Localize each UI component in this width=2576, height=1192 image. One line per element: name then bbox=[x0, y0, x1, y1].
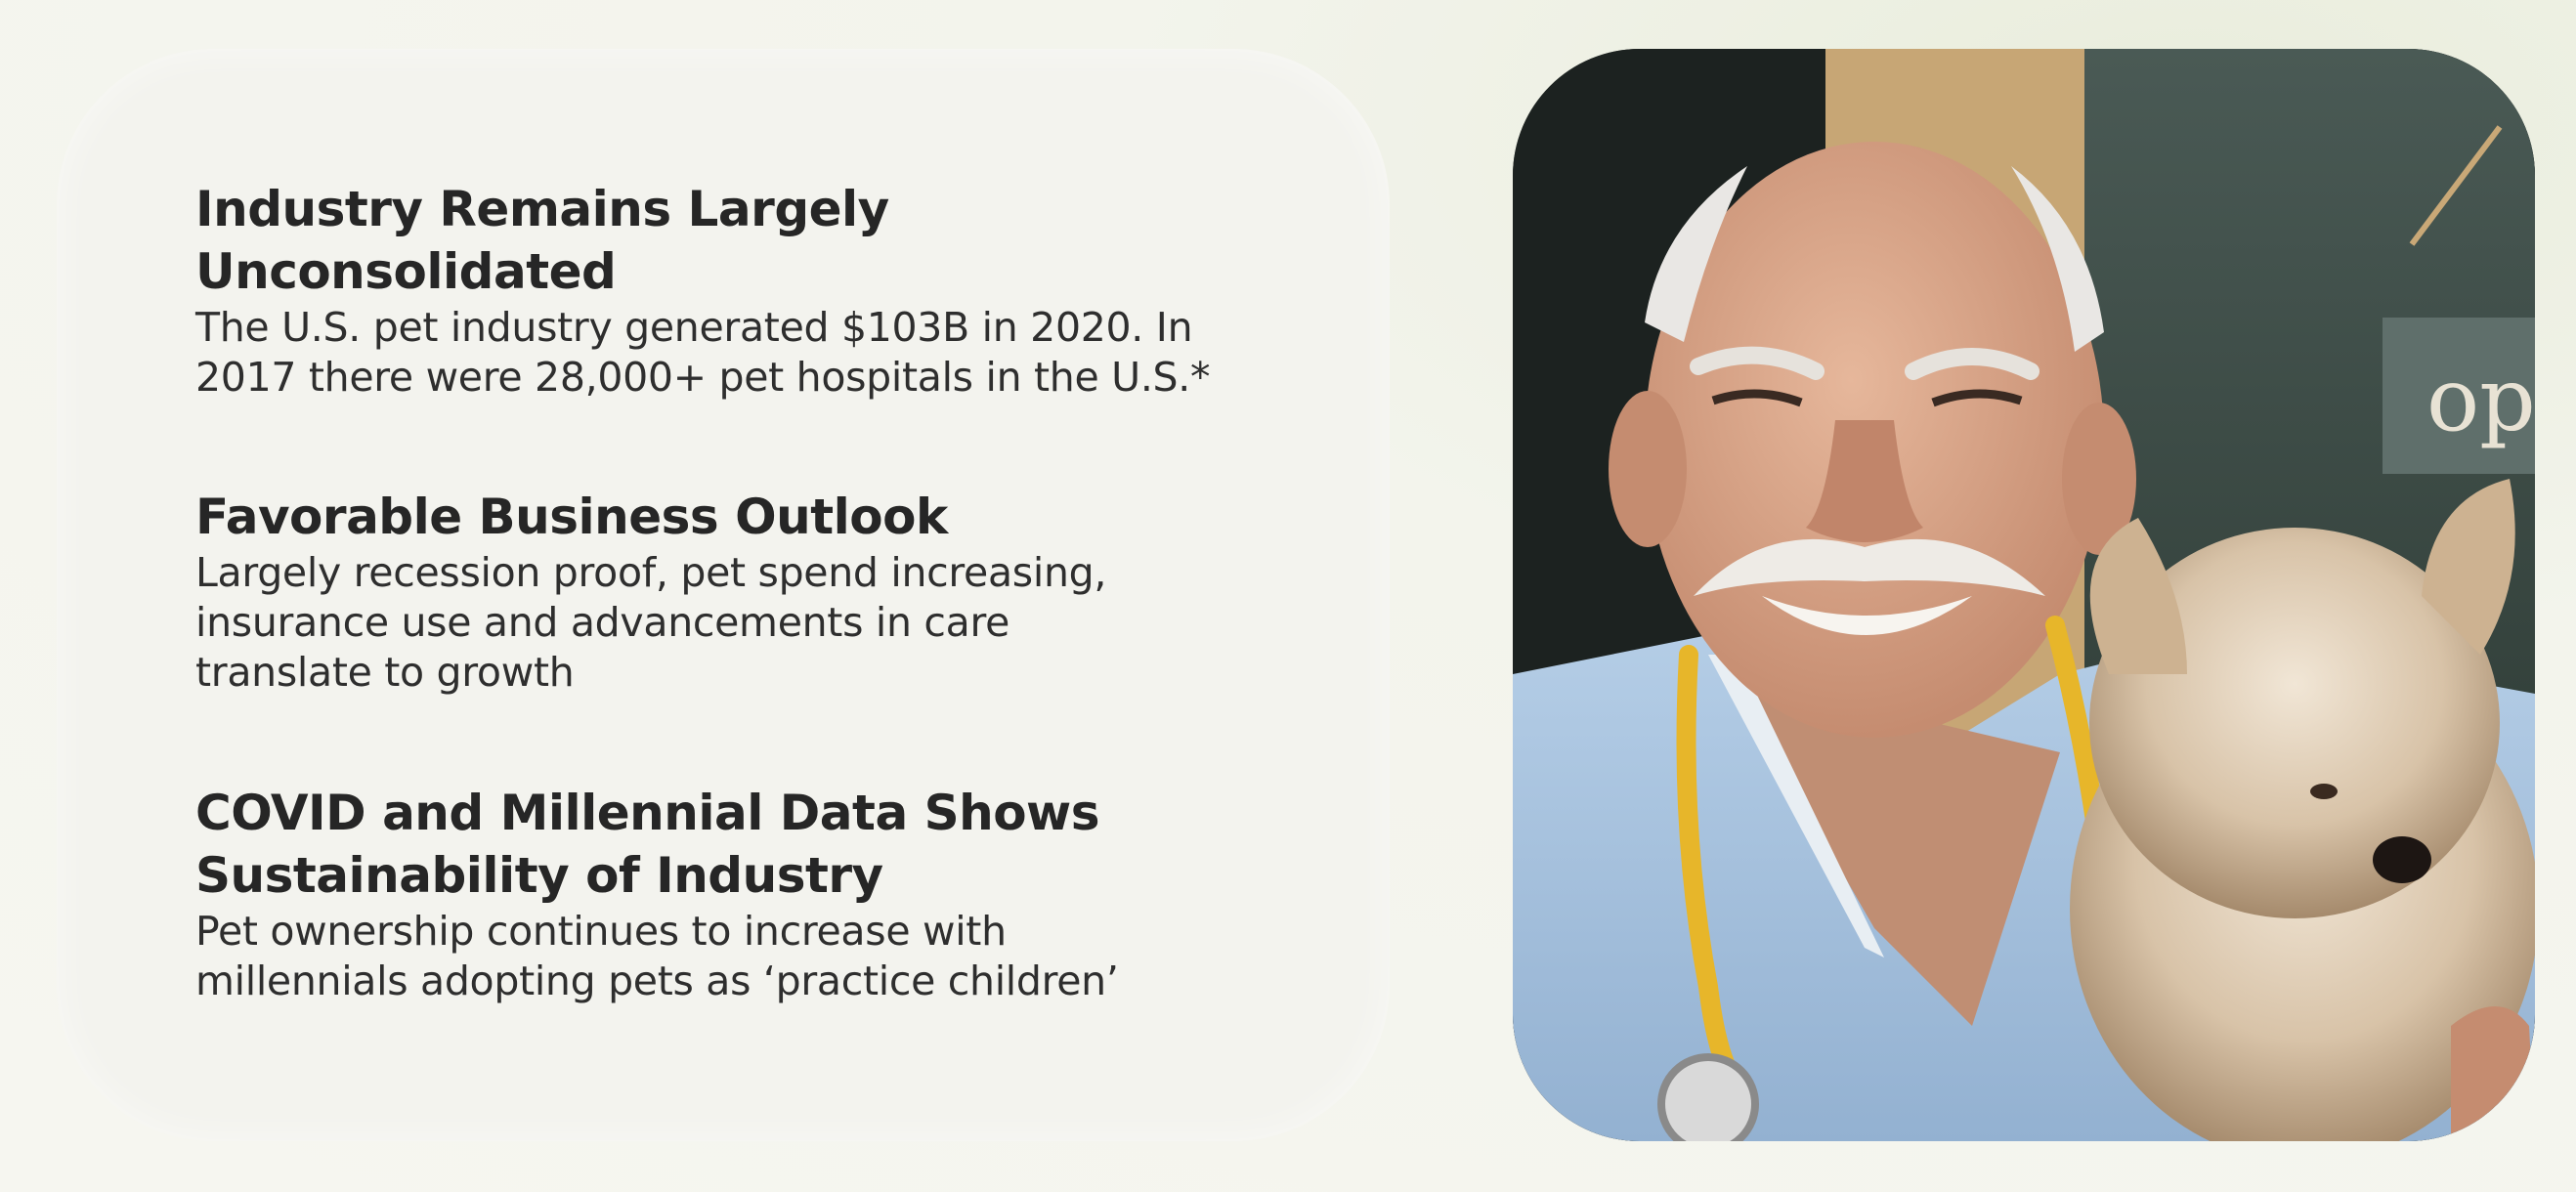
hair-right bbox=[2011, 166, 2104, 352]
body-line: millennials adopting pets as ‘practice c… bbox=[195, 958, 1119, 1004]
nose bbox=[1806, 420, 1923, 542]
smile bbox=[1762, 596, 1972, 635]
dog-ear-right bbox=[2422, 479, 2515, 655]
body-line: insurance use and advancements in care bbox=[195, 599, 1010, 646]
dog-ear-left bbox=[2089, 518, 2187, 674]
body-line: Pet ownership continues to increase with bbox=[195, 908, 1007, 955]
dog-nose bbox=[2373, 836, 2431, 883]
section-body: Pet ownership continues to increase with… bbox=[195, 907, 1290, 1006]
mustache bbox=[1694, 538, 2045, 596]
hair-left bbox=[1645, 166, 1747, 342]
sign-text: op bbox=[2426, 349, 2535, 451]
body-line: The U.S. pet industry generated $103B in… bbox=[195, 304, 1193, 351]
heading-line: Sustainability of Industry bbox=[195, 847, 883, 904]
section-heading: Favorable Business Outlook bbox=[195, 486, 1290, 548]
section-business-outlook: Favorable Business Outlook Largely reces… bbox=[195, 486, 1290, 698]
section-body: The U.S. pet industry generated $103B in… bbox=[195, 303, 1290, 403]
section-body: Largely recession proof, pet spend incre… bbox=[195, 548, 1290, 698]
body-line: translate to growth bbox=[195, 649, 575, 696]
heading-line: Favorable Business Outlook bbox=[195, 489, 948, 545]
hand bbox=[2451, 1006, 2535, 1141]
collar bbox=[1708, 655, 1884, 958]
eyebrow-left bbox=[1690, 346, 1825, 380]
vet-with-dog-photo: op bbox=[1513, 49, 2535, 1141]
section-industry-unconsolidated: Industry Remains Largely Unconsolidated … bbox=[195, 178, 1290, 403]
stethoscope-chestpiece bbox=[1657, 1053, 1759, 1141]
photo-illustration: op bbox=[1513, 49, 2535, 1141]
section-heading: COVID and Millennial Data Shows Sustaina… bbox=[195, 782, 1290, 907]
dog-eye bbox=[2310, 784, 2338, 799]
heading-line: Industry Remains Largely bbox=[195, 181, 889, 237]
body-line: 2017 there were 28,000+ pet hospitals in… bbox=[195, 354, 1211, 401]
dog-head bbox=[2089, 528, 2500, 918]
eye-left bbox=[1711, 389, 1803, 407]
neck bbox=[1728, 674, 2060, 1026]
text-card bbox=[57, 49, 1390, 1141]
body-line: Largely recession proof, pet spend incre… bbox=[195, 549, 1107, 596]
heading-line: Unconsolidated bbox=[195, 243, 617, 300]
eyebrow-right bbox=[1905, 348, 2039, 380]
heading-line: COVID and Millennial Data Shows bbox=[195, 785, 1100, 841]
section-heading: Industry Remains Largely Unconsolidated bbox=[195, 178, 1290, 303]
open-sign bbox=[2383, 318, 2535, 474]
ear-right bbox=[2062, 403, 2136, 555]
eye-right bbox=[1931, 389, 2023, 407]
sign-string bbox=[2409, 125, 2503, 246]
section-covid-millennial: COVID and Millennial Data Shows Sustaina… bbox=[195, 782, 1290, 1006]
ear-left bbox=[1609, 391, 1687, 547]
